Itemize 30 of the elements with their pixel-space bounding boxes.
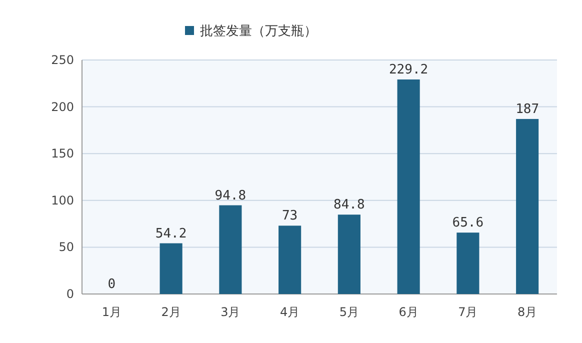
data-label: 54.2 [155, 226, 187, 242]
legend-label: 批签发量（万支瓶） [200, 24, 317, 39]
x-tick-label: 7月 [458, 305, 478, 319]
bar [338, 214, 360, 294]
data-label: 0 [108, 277, 116, 292]
y-tick-label: 250 [51, 53, 74, 67]
bar [456, 232, 480, 294]
data-label: 229.2 [388, 62, 428, 78]
data-label: 73 [282, 208, 298, 224]
y-tick-label: 150 [51, 146, 74, 161]
x-tick-label: 4月 [280, 305, 300, 319]
bar [278, 226, 302, 294]
x-tick-label: 8月 [517, 305, 538, 319]
x-tick-label: 1月 [102, 305, 122, 319]
x-tick-label: 5月 [339, 305, 360, 319]
x-tick-label: 6月 [398, 305, 418, 319]
data-label: 84.8 [334, 198, 365, 213]
bar [516, 118, 539, 294]
data-label: 65.6 [452, 216, 484, 231]
y-tick-label: 0 [66, 287, 74, 301]
bar [160, 243, 182, 294]
y-tick-label: 100 [51, 193, 74, 208]
y-tick-label: 50 [58, 240, 74, 254]
x-tick-label: 2月 [161, 305, 181, 319]
bar [219, 205, 242, 294]
x-tick-label: 3月 [220, 305, 240, 319]
data-label: 187 [516, 102, 540, 117]
data-label: 94.8 [214, 188, 246, 204]
bar [397, 79, 420, 294]
y-tick-label: 200 [51, 100, 74, 114]
